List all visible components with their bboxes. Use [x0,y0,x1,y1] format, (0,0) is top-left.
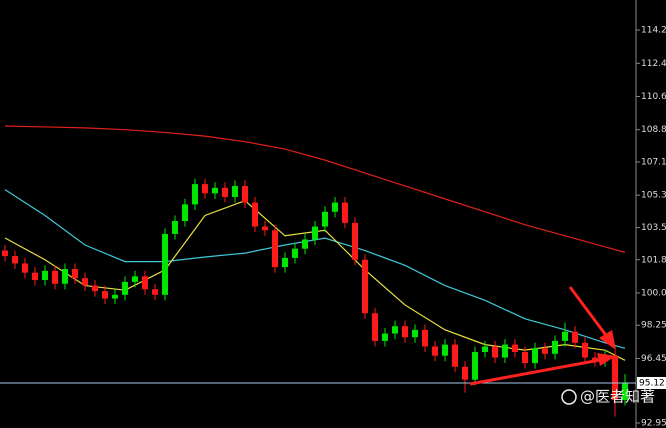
arrow-shaft [469,358,601,386]
candle-body [22,263,28,273]
arrow-head [597,353,616,366]
y-tick-label: 110.65 [641,92,666,102]
y-tick-label: 101.80 [641,255,666,265]
candle-body [2,250,8,257]
candle-body [212,187,218,194]
y-tick-label: 114.25 [641,26,666,36]
arrow-shaft [568,286,610,339]
moving-average-line [4,189,626,349]
candle-body [452,344,458,367]
candle-body [152,289,158,295]
moving-average-line [4,125,626,253]
candle-body [622,382,628,400]
candle-body [352,222,358,260]
candle-body [322,211,328,227]
y-tick-label: 92.95 [641,419,666,428]
candle-body [512,344,518,352]
candle-body [72,268,78,279]
candle-body [392,326,398,334]
candle-body [482,346,488,352]
candle-body [562,331,568,341]
candle-body [192,184,198,205]
candle-body [82,278,88,286]
candle-body [332,202,338,212]
last-price-label: 95.12 [639,378,665,388]
candle-body [262,226,268,231]
y-tick-label: 98.25 [641,321,666,331]
candle-body [242,185,248,203]
watermark: @医者知著 [580,388,655,406]
candle-body [232,185,238,198]
candle-body [252,202,258,227]
candle-body [362,259,368,314]
candle-body [32,272,38,281]
candle-body [122,281,128,295]
y-tick-label: 107.10 [641,157,666,167]
last-price-box [637,376,666,389]
candle-body [442,344,448,356]
candle-body [572,331,578,343]
candle-body [52,270,58,284]
candle-body [492,346,498,358]
y-tick-label: 108.85 [641,125,666,135]
candle-body [172,221,178,234]
candle-body [592,357,598,362]
y-tick-label: 112.45 [641,59,666,69]
candle-body [12,256,18,264]
candle-body [112,294,118,299]
candle-body [432,346,438,356]
y-tick-label: 100.00 [641,288,666,298]
candle-body [502,344,508,358]
candle-body [412,329,418,338]
candle-body [522,351,528,364]
candle-body [92,285,98,292]
candle-body [42,270,48,281]
y-tick-label: 96.45 [641,354,666,364]
candle-body [372,313,378,341]
candle-body [292,248,298,258]
plot: 114.25 112.45 110.65 108.85 107.10 105.30 103.… [0,26,666,428]
arrow-head [599,330,616,350]
candle-body [142,276,148,290]
annotation-arrows [469,286,616,386]
candle-body [382,333,388,341]
y-tick-label: 103.55 [641,223,666,233]
candle-body [462,366,468,380]
candle-body [402,326,408,338]
candle-body [612,355,618,400]
candle-body [202,184,208,194]
candle-body [552,340,558,354]
candle-body [472,351,478,380]
candle-body [422,329,428,347]
y-tick-label: 105.30 [641,191,666,201]
candle-body [272,230,278,268]
candle-body [162,233,168,295]
candle-body [342,202,348,223]
candle-body [302,239,308,249]
candle-body [542,348,548,354]
candle-body [282,257,288,268]
candle-body [132,276,138,282]
candle-body [532,348,538,364]
candle-body [182,204,188,222]
candle-body [222,187,228,198]
candle-body [102,291,108,299]
candle-body [312,226,318,240]
candle-body [582,342,588,358]
candle-body [62,268,68,284]
watermark-icon [561,389,577,405]
